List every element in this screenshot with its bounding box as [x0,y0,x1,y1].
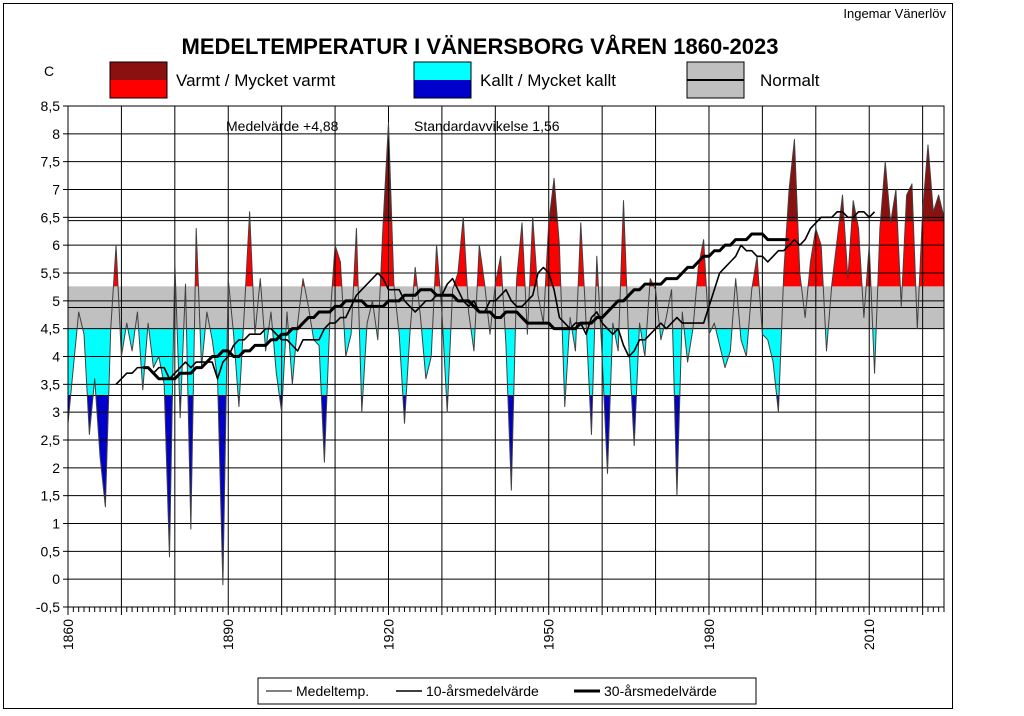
y-tick-label: 5,5 [41,265,61,281]
cold-area [68,328,944,585]
legend-entry-label: 10-årsmedelvärde [426,683,539,699]
legend-swatch-top [414,62,471,80]
y-tick-label: 1 [52,516,60,532]
y-tick-label: 8,5 [41,98,61,114]
y-tick-label: 8 [52,126,60,142]
series-line-2 [115,210,876,385]
x-tick-label: 1950 [541,619,557,650]
y-tick-label: 3 [52,404,60,420]
legend-swatch-border [109,61,168,99]
series-line-3 [142,232,790,381]
plot-border [67,105,945,608]
y-tick-label: 5 [52,293,60,309]
y-tick-label: 7,5 [41,154,61,170]
y-tick-label: 7 [52,182,60,198]
x-tick-label: 1920 [380,619,396,650]
y-tick-label: 6 [52,237,60,253]
std-annotation: Standardavvikelse 1,56 [414,118,560,134]
legend-bottom: Medeltemp. 10-årsmedelvärde 30-årsmedelvär… [257,677,757,705]
y-tick-label: 0,5 [41,543,61,559]
x-tick-label: 1890 [220,619,236,650]
legend-swatch-bottom [414,80,471,98]
y-tick-label: -0,5 [36,599,60,615]
mean-annotation: Medelvärde +4,88 [226,118,339,134]
warm-area [68,122,944,287]
legend-label: Normalt [760,71,820,90]
y-tick-label: 2,5 [41,432,61,448]
legend-swatch-border [413,61,472,99]
legend-swatch-top [110,62,167,80]
y-axis-unit: C [44,63,54,79]
y-tick-label: 3,5 [41,376,61,392]
legend-entry-label: Medeltemp. [296,683,369,699]
y-tick-label: 4 [52,349,60,365]
series-line-1 [68,122,944,586]
chart-frame [3,3,953,709]
x-tick-label: 1860 [60,619,76,650]
legend-box [257,677,757,705]
author-credit: Ingemar Vänerlöv [843,6,946,21]
y-tick-label: 4,5 [41,321,61,337]
legend-label: Kallt / Mycket kallt [480,71,616,90]
x-tick-label: 2010 [861,619,877,650]
y-tick-label: 2 [52,460,60,476]
y-tick-label: 0 [52,571,60,587]
legend-top: Varmt / Mycket varmt Kallt / Mycket kallt… [109,61,820,99]
legend-swatch-bottom [110,80,167,98]
plot-area: 8,5 8 7,5 7 6,5 6 5,5 5 4,5 4 3,5 3 2,5 2 1,5 1 0,5 0 -0,5… [36,98,945,650]
legend-label: Varmt / Mycket varmt [176,71,336,90]
y-tick-label: 6,5 [41,209,61,225]
chart-title: MEDELTEMPERATUR I VÄNERSBORG VÅREN 1860-… [182,33,779,59]
x-tick-label: 1980 [701,619,717,650]
legend-entry-label: 30-årsmedelvärde [604,683,717,699]
y-tick-label: 1,5 [41,488,61,504]
